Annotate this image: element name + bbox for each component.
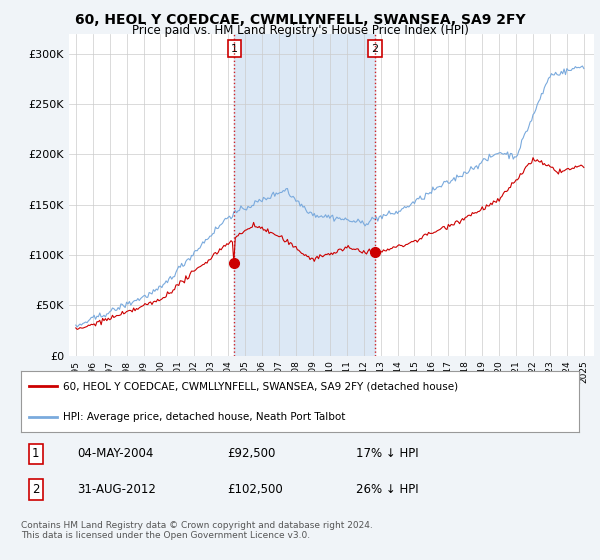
Text: 2: 2 [371,44,379,54]
Text: 1: 1 [32,447,40,460]
Text: Contains HM Land Registry data © Crown copyright and database right 2024.
This d: Contains HM Land Registry data © Crown c… [21,521,373,540]
Text: 60, HEOL Y COEDCAE, CWMLLYNFELL, SWANSEA, SA9 2FY (detached house): 60, HEOL Y COEDCAE, CWMLLYNFELL, SWANSEA… [63,381,458,391]
Text: 60, HEOL Y COEDCAE, CWMLLYNFELL, SWANSEA, SA9 2FY: 60, HEOL Y COEDCAE, CWMLLYNFELL, SWANSEA… [74,13,526,27]
Text: HPI: Average price, detached house, Neath Port Talbot: HPI: Average price, detached house, Neat… [63,412,345,422]
Text: 2: 2 [32,483,40,496]
Text: 26% ↓ HPI: 26% ↓ HPI [356,483,418,496]
Bar [235,34,375,356]
Text: £92,500: £92,500 [227,447,276,460]
Text: 1: 1 [231,44,238,54]
Text: £102,500: £102,500 [227,483,283,496]
Text: 31-AUG-2012: 31-AUG-2012 [77,483,155,496]
Text: 17% ↓ HPI: 17% ↓ HPI [356,447,418,460]
Text: 04-MAY-2004: 04-MAY-2004 [77,447,153,460]
Text: Price paid vs. HM Land Registry's House Price Index (HPI): Price paid vs. HM Land Registry's House … [131,24,469,37]
